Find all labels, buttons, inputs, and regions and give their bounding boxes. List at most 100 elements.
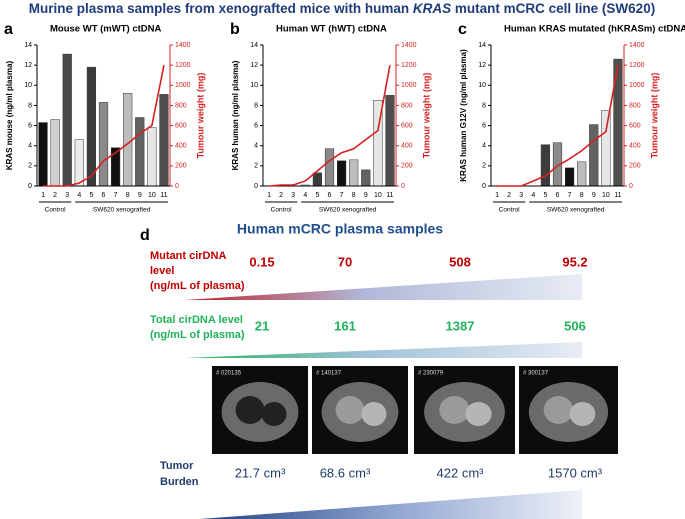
y-tick-label: 2 xyxy=(28,163,32,170)
ct-organ xyxy=(235,396,265,424)
panel-label: c xyxy=(458,21,467,38)
x-tick-label: 9 xyxy=(138,192,142,199)
ct-organ xyxy=(439,396,470,424)
bar xyxy=(50,119,60,187)
group-label: SW620 xenografted xyxy=(93,207,151,214)
title-part: KRAS xyxy=(413,1,451,16)
x-tick-label: 3 xyxy=(291,192,295,199)
y2-tick-label: 200 xyxy=(401,163,413,170)
x-tick-label: 5 xyxy=(543,192,547,199)
x-tick-label: 10 xyxy=(602,192,610,199)
image-id: # 300137 xyxy=(523,371,549,377)
x-tick-label: 7 xyxy=(114,192,118,199)
y-tick-label: 10 xyxy=(250,82,258,89)
y2-tick-label: 1000 xyxy=(629,82,645,89)
y-tick-label: 14 xyxy=(478,42,486,49)
y2-tick-label: 0 xyxy=(175,183,179,190)
y2-tick-label: 200 xyxy=(629,163,641,170)
y-tick-label: 8 xyxy=(254,102,258,109)
y-tick-label: 14 xyxy=(24,42,32,49)
y-tick-label: 8 xyxy=(28,102,32,109)
y-tick-label: 12 xyxy=(478,62,486,69)
burden-value: 68.6 cm³ xyxy=(320,465,371,480)
burden-value: 422 cm³ xyxy=(437,465,485,480)
y-tick-label: 10 xyxy=(24,82,32,89)
bar xyxy=(361,169,371,187)
row-label: (ng/mL of plasma) xyxy=(150,329,245,341)
chart-title: Human WT (hWT) ctDNA xyxy=(276,24,387,35)
y2-tick-label: 400 xyxy=(629,143,641,150)
row-label: Mutant cirDNA xyxy=(150,250,226,262)
group-label: SW620 xenografted xyxy=(547,207,605,214)
row-value: 1387 xyxy=(446,318,475,333)
figure-title: Murine plasma samples from xenografted m… xyxy=(29,1,655,16)
x-tick-label: 6 xyxy=(102,192,106,199)
bar xyxy=(312,172,323,187)
y-axis-label: KRAS mouse (ng/ml plasma) xyxy=(5,60,14,170)
y2-tick-label: 1400 xyxy=(629,42,645,49)
x-tick-label: 1 xyxy=(495,192,499,199)
y2-tick-label: 0 xyxy=(629,183,633,190)
y2-tick-label: 1400 xyxy=(175,42,191,49)
row-value: 506 xyxy=(564,318,586,333)
x-tick-label: 1 xyxy=(41,192,45,199)
bar xyxy=(336,160,347,187)
y2-tick-label: 800 xyxy=(175,102,187,109)
y-tick-label: 0 xyxy=(254,183,258,190)
y-axis-label: KRAS human (ng/ml plasma) xyxy=(231,60,240,170)
y2-tick-label: 400 xyxy=(401,143,413,150)
ct-organ xyxy=(261,402,287,426)
bar xyxy=(86,66,97,187)
row-value: 161 xyxy=(334,318,356,333)
y-tick-label: 10 xyxy=(478,82,486,89)
row-value: 0.15 xyxy=(249,254,274,269)
y-tick-label: 4 xyxy=(254,143,258,150)
y-tick-label: 2 xyxy=(254,163,258,170)
row-value: 508 xyxy=(449,254,471,269)
x-tick-label: 5 xyxy=(89,192,93,199)
line-series xyxy=(268,64,391,187)
bar xyxy=(577,161,587,187)
y2-tick-label: 400 xyxy=(175,143,187,150)
x-tick-label: 10 xyxy=(374,192,382,199)
y-tick-label: 6 xyxy=(254,122,258,129)
title-part: mutant mCRC cell line (SW620) xyxy=(451,1,655,16)
x-tick-label: 4 xyxy=(77,192,81,199)
y-tick-label: 2 xyxy=(482,163,486,170)
group-label: SW620 xenografted xyxy=(319,207,377,214)
bar xyxy=(135,117,145,187)
y-tick-label: 12 xyxy=(250,62,258,69)
y-tick-label: 12 xyxy=(24,62,32,69)
bar xyxy=(159,94,169,187)
panel-label: a xyxy=(4,21,13,38)
line-series xyxy=(43,64,165,187)
x-tick-label: 8 xyxy=(580,192,584,199)
y-tick-label: 4 xyxy=(28,143,32,150)
y-tick-label: 6 xyxy=(28,122,32,129)
y-tick-label: 0 xyxy=(28,183,32,190)
charts: a Mouse WT (mWT) ctDNA KRAS mouse (ng/ml p… xyxy=(4,21,685,214)
row-label: Total cirDNA level xyxy=(150,314,243,326)
y2-tick-label: 800 xyxy=(401,102,413,109)
x-tick-label: 2 xyxy=(53,192,57,199)
bar xyxy=(385,95,395,187)
x-tick-label: 3 xyxy=(65,192,69,199)
row-value: 21 xyxy=(255,318,269,333)
y2-tick-label: 800 xyxy=(629,102,641,109)
row-value: 70 xyxy=(338,254,352,269)
row-label: Tumor xyxy=(160,460,194,472)
line-series xyxy=(497,64,619,187)
panel-d: d Human mCRC plasma samples Mutant cirDNA l… xyxy=(140,221,618,519)
bar xyxy=(540,144,551,187)
bar xyxy=(147,127,157,187)
x-tick-label: 6 xyxy=(556,192,560,199)
x-tick-label: 5 xyxy=(315,192,319,199)
chart-title: Mouse WT (mWT) ctDNA xyxy=(50,24,161,35)
ct-organ xyxy=(465,402,492,426)
row-label: (ng/mL of plasma) xyxy=(150,280,245,292)
x-tick-label: 4 xyxy=(303,192,307,199)
x-tick-label: 8 xyxy=(352,192,356,199)
y2-tick-label: 600 xyxy=(401,122,413,129)
y2-tick-label: 1400 xyxy=(401,42,417,49)
y2-tick-label: 200 xyxy=(175,163,187,170)
